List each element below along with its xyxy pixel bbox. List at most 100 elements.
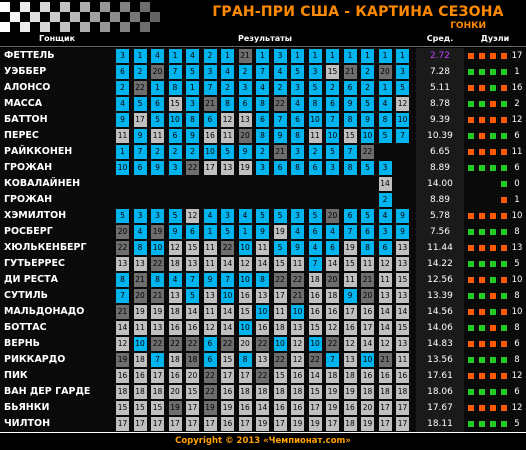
race-result-cell: 8 <box>291 129 304 143</box>
race-result-cell: 8 <box>361 241 374 255</box>
average-position: 8.89 <box>416 160 464 176</box>
duel-marker <box>468 245 474 251</box>
race-result-cell: 13 <box>378 289 392 303</box>
race-result-cell: 12 <box>116 337 129 351</box>
race-result-cell: 1 <box>291 49 304 63</box>
duel-marker <box>479 357 485 363</box>
driver-row: РОСБЕРГ 20 4 19 9 6 1 5 1 9 19 4 6 4 7 6 3 9 7.56 8 <box>0 224 526 240</box>
race-result-cell: 21 <box>238 49 252 63</box>
race-result-cell: 12 <box>396 97 409 111</box>
average-position: 6.65 <box>416 144 464 160</box>
race-result-cell: 13 <box>396 257 409 271</box>
race-result-cell: 15 <box>396 321 409 335</box>
race-result-cell: 18 <box>396 385 409 399</box>
duel-count: 6 <box>514 339 520 349</box>
driver-row: АЛОНСО 2 22 1 8 1 7 2 3 4 2 3 5 2 6 2 1 5 5.11 16 <box>0 80 526 96</box>
duel-marker <box>490 309 496 315</box>
race-result-cell: 10 <box>308 113 322 127</box>
driver-row: ГУТЬЕРРЕС 13 13 22 18 13 11 14 12 14 15 11 7 14 15 11 12… <box>0 256 526 272</box>
race-result-cell: 17 <box>221 369 234 383</box>
duel-marker <box>501 309 507 315</box>
duel-marker <box>479 389 485 395</box>
race-result-cell: 7 <box>133 145 147 159</box>
race-result-cell: 21 <box>378 353 392 367</box>
race-result-cell: 12 <box>186 209 199 223</box>
race-result-cell: 2 <box>378 193 392 207</box>
average-position: 7.28 <box>416 64 464 80</box>
race-result-cell: 3 <box>221 209 234 223</box>
copyright-footer: Copyright © 2013 «Чемпионат.com» <box>175 436 351 446</box>
race-result-cell: 9 <box>361 113 374 127</box>
race-result-cell: 19 <box>273 225 287 239</box>
duel-count: 16 <box>511 83 523 93</box>
flag-square <box>70 12 80 22</box>
duel-count: 2 <box>514 99 520 109</box>
race-result-cell: 21 <box>273 145 287 159</box>
race-result-cell: 12 <box>291 353 304 367</box>
race-result-cell: 2 <box>361 65 374 79</box>
race-result-cell: 12 <box>343 337 357 351</box>
race-result-cell: 8 <box>116 273 129 287</box>
race-result-cell: 19 <box>256 417 269 431</box>
column-header-average: Сред. <box>416 34 464 47</box>
duel-marker <box>479 149 485 155</box>
race-result-cell: 10 <box>273 337 287 351</box>
race-result-cell: 4 <box>186 49 199 63</box>
duel-marker <box>501 101 507 107</box>
race-result-cell: 20 <box>361 289 374 303</box>
race-result-cell: 1 <box>186 81 199 95</box>
race-result-cell: 6 <box>273 161 287 175</box>
driver-row: ДИ РЕСТА 8 21 8 4 7 9 7 10 8 22 22 18 20 11 21 11 15 12.56… <box>0 272 526 288</box>
race-result-cell: 5 <box>168 209 182 223</box>
duel-marker <box>490 69 496 75</box>
race-result-cell: 19 <box>238 161 252 175</box>
duel-marker <box>501 245 507 251</box>
race-result-cell: 10 <box>326 129 339 143</box>
race-result-cell: 16 <box>203 129 217 143</box>
race-result-cell: 10 <box>203 145 217 159</box>
driver-name: ХЭМИЛТОН <box>4 210 67 221</box>
flag-square <box>100 22 110 32</box>
race-result-cell: 1 <box>378 49 392 63</box>
race-result-cell: 11 <box>308 129 322 143</box>
race-result-cell: 20 <box>133 289 147 303</box>
race-result-cell: 18 <box>133 385 147 399</box>
duel-marker <box>490 277 496 283</box>
race-result-cell: 7 <box>186 273 199 287</box>
duel-marker <box>468 117 474 123</box>
duel-marker <box>490 53 496 59</box>
race-result-cell: 22 <box>133 81 147 95</box>
race-result-cell: 19 <box>326 401 339 415</box>
race-result-cell: 4 <box>238 209 252 223</box>
race-result-cell: 6 <box>238 97 252 111</box>
duel-marker <box>468 85 474 91</box>
race-result-cell: 9 <box>133 129 147 143</box>
race-result-cell: 5 <box>273 241 287 255</box>
race-result-cell: 17 <box>361 321 374 335</box>
race-result-cell: 6 <box>116 65 129 79</box>
race-result-cell: 9 <box>203 273 217 287</box>
duel-marker <box>479 101 485 107</box>
race-result-cell: 7 <box>343 145 357 159</box>
race-result-cell: 9 <box>343 289 357 303</box>
column-header-duels: Дуэли <box>464 34 526 47</box>
race-result-cell: 12 <box>203 321 217 335</box>
race-result-cell: 18 <box>378 385 392 399</box>
race-result-cell: 14 <box>221 257 234 271</box>
duel-marker <box>479 325 485 331</box>
flag-square <box>80 2 90 12</box>
race-result-cell: 5 <box>291 65 304 79</box>
race-result-cell: 16 <box>238 401 252 415</box>
race-result-cell: 1 <box>308 49 322 63</box>
race-result-cell: 20 <box>326 209 339 223</box>
driver-name: АЛОНСО <box>4 82 51 93</box>
duel-marker <box>468 309 474 315</box>
race-result-cell: 9 <box>291 241 304 255</box>
race-result-cell: 3 <box>308 65 322 79</box>
race-result-cell: 18 <box>273 321 287 335</box>
driver-name: РАЙККОНЕН <box>4 146 73 157</box>
race-result-cell: 19 <box>343 241 357 255</box>
duel-count: 5 <box>514 419 520 429</box>
race-result-cell: 18 <box>326 289 339 303</box>
race-result-cell: 19 <box>168 401 182 415</box>
